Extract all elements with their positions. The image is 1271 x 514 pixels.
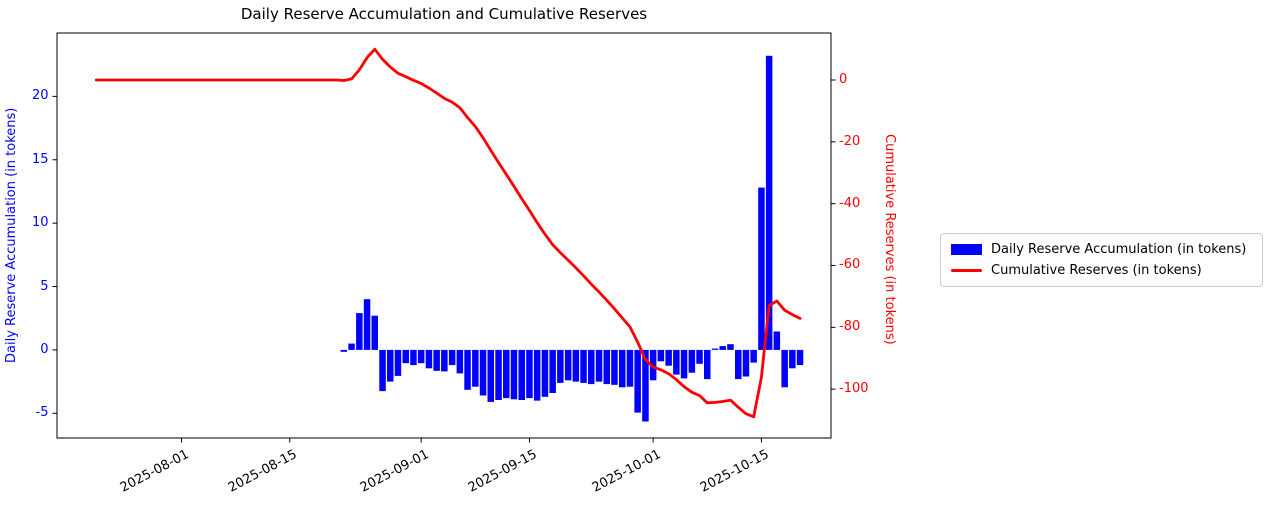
daily-bar	[510, 349, 518, 400]
daily-bar	[464, 349, 471, 390]
right-tick-label: 0	[839, 71, 848, 87]
daily-bar	[735, 349, 742, 380]
cumulative-line	[95, 47, 802, 419]
right-tick-label: -80	[839, 319, 861, 335]
daily-bar	[711, 348, 719, 350]
daily-bar	[379, 349, 386, 392]
daily-bar	[765, 55, 773, 350]
daily-bar	[371, 315, 378, 350]
daily-bar	[356, 313, 363, 350]
daily-bar	[433, 349, 440, 371]
daily-bar	[696, 349, 703, 364]
daily-bar	[704, 349, 711, 380]
daily-bar	[479, 349, 487, 396]
daily-bar	[348, 343, 355, 350]
daily-bar	[750, 349, 757, 363]
daily-bar	[719, 346, 726, 350]
right-tick-label: -100	[839, 381, 869, 397]
daily-bar	[657, 349, 665, 362]
left-tick-label: 5	[40, 278, 49, 294]
left-tick-label: 0	[40, 341, 49, 357]
daily-bar	[619, 349, 626, 388]
bar-swatch-icon	[951, 244, 982, 255]
daily-bar	[665, 349, 672, 366]
daily-bar	[526, 349, 533, 399]
daily-bar	[394, 349, 402, 376]
left-tick-label: 15	[31, 151, 49, 167]
daily-bar	[588, 349, 595, 385]
daily-bar	[564, 349, 572, 381]
daily-bar	[727, 344, 734, 350]
legend-label-daily: Daily Reserve Accumulation (in tokens)	[991, 242, 1247, 257]
left-tick-label: 20	[31, 88, 49, 104]
daily-bar	[796, 349, 804, 366]
daily-bar	[688, 349, 696, 373]
daily-bar	[518, 349, 525, 400]
daily-bar	[595, 349, 603, 382]
daily-bar	[626, 349, 634, 387]
daily-bar	[789, 349, 796, 369]
right-tick-label: -60	[839, 257, 861, 273]
right-tick-label: -20	[839, 133, 861, 149]
daily-bar	[549, 349, 556, 393]
daily-bar	[487, 349, 494, 402]
legend-label-cumulative: Cumulative Reserves (in tokens)	[991, 263, 1202, 278]
daily-bar	[572, 349, 580, 382]
daily-bar	[503, 349, 510, 399]
daily-bar	[387, 349, 394, 382]
daily-bar	[781, 349, 788, 388]
daily-bar	[363, 299, 371, 350]
legend-item-daily: Daily Reserve Accumulation (in tokens)	[951, 242, 1252, 257]
daily-bar	[441, 349, 448, 372]
daily-bar	[456, 349, 464, 374]
daily-bar	[402, 349, 409, 364]
left-tick-label: 10	[31, 215, 49, 231]
daily-bar	[634, 349, 641, 413]
daily-bar	[673, 349, 680, 375]
daily-bar	[495, 349, 502, 400]
legend-item-cumulative: Cumulative Reserves (in tokens)	[951, 263, 1252, 278]
plot-frame	[56, 32, 832, 439]
left-axis-label: Daily Reserve Accumulation (in tokens)	[4, 107, 19, 363]
daily-bar	[541, 349, 549, 397]
daily-bar	[758, 187, 765, 350]
chart-title: Daily Reserve Accumulation and Cumulativ…	[240, 5, 648, 23]
daily-bar	[472, 349, 479, 387]
daily-bar	[425, 349, 433, 369]
daily-bar	[340, 349, 348, 352]
daily-bar	[448, 349, 456, 366]
daily-bar	[417, 349, 425, 364]
left-tick-label: -5	[35, 405, 49, 421]
legend: Daily Reserve Accumulation (in tokens) C…	[940, 233, 1263, 287]
daily-bar	[580, 349, 587, 383]
daily-bar	[680, 349, 688, 379]
right-axis-label: Cumulative Reserves (in tokens)	[882, 134, 897, 345]
daily-bar	[642, 349, 649, 422]
daily-bar	[611, 349, 618, 385]
line-swatch-icon	[951, 269, 982, 272]
daily-bar	[410, 349, 417, 366]
daily-bar	[533, 349, 541, 401]
daily-bar	[603, 349, 610, 385]
daily-bar	[773, 331, 781, 350]
daily-bar	[742, 349, 750, 377]
right-tick-label: -40	[839, 195, 861, 211]
daily-bar	[557, 349, 564, 383]
